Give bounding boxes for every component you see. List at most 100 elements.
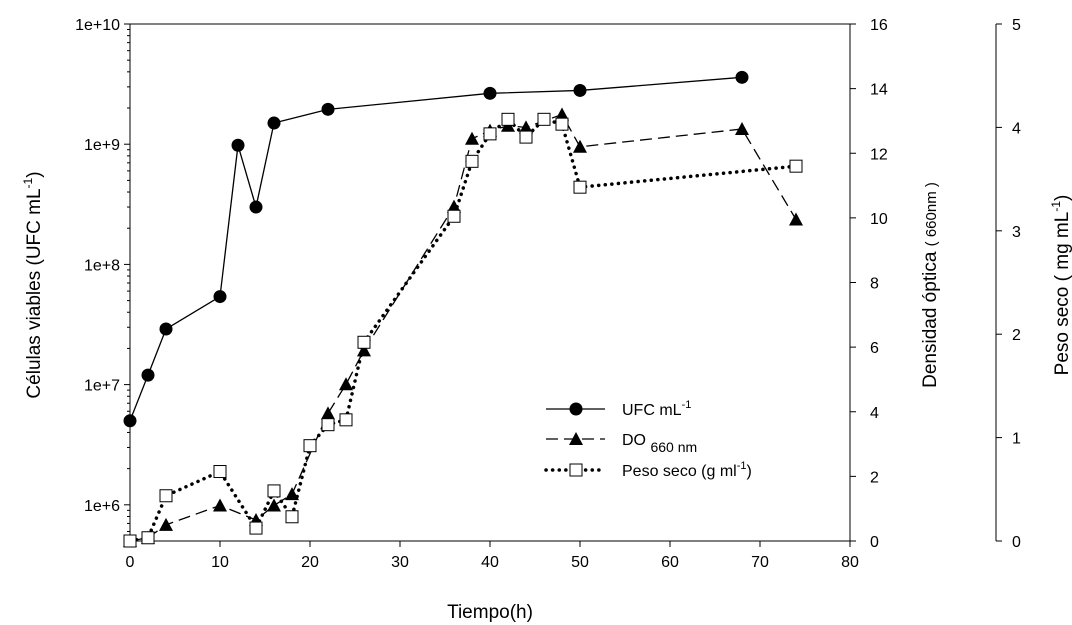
series-3-point [285,510,299,524]
legend-label-do-sub: 660 nm [650,439,697,455]
legend-label-peso-close: ) [747,463,752,480]
right-axis-dry-weight-title-main: Peso seco [1052,287,1072,376]
series-1-point [735,70,749,84]
right-dry-weight-tick-label: 1 [1012,431,1021,448]
series-3-point [213,465,227,479]
right-od-tick-label: 12 [870,146,888,163]
series-3-point [267,484,281,498]
legend-label-ufc-sup: -1 [682,399,692,411]
left-axis-title-close: ) [24,171,45,177]
series-1-point [141,368,155,382]
series-1-point [231,138,245,152]
series-3-point [537,112,551,126]
right-dry-weight-tick-label: 4 [1012,120,1021,137]
series-3-point [555,117,569,131]
right-od-tick-label: 8 [870,276,879,293]
series-3-point [303,439,317,453]
left-tick-label: 1e+8 [84,257,120,274]
series-3-point [573,180,587,194]
series-3-point [141,531,155,545]
x-tick-label: 0 [126,554,135,571]
legend-label-do: DO 660 nm [622,432,697,455]
legend-marker-peso [569,463,583,477]
x-tick-label: 60 [661,554,679,571]
right-dry-weight-tick-label: 5 [1012,17,1021,34]
right-dry-weight-tick-label: 0 [1012,534,1021,551]
x-tick-label: 80 [841,554,859,571]
series-2-point [339,377,353,391]
right-od-tick-label: 4 [870,405,879,422]
legend-marker-do [569,432,583,445]
x-axis-title: Tiempo(h) [447,602,533,623]
series-3-point [339,413,353,427]
series-3-point [465,154,479,168]
legend-label-ufc: UFC mL-1 [622,399,691,419]
right-od-tick-label: 16 [870,17,888,34]
right-od-tick-label: 6 [870,340,879,357]
series-layer [123,70,803,548]
series-2-point [555,107,569,121]
series-2-point [447,199,461,213]
legend-marker-ufc [569,402,583,416]
series-3-point [447,209,461,223]
left-tick-label: 1e+7 [84,378,120,395]
left-axis-title-sup: -1 [21,177,35,188]
series-3-point [501,112,515,126]
right-axis-dry-weight-title-close: ) [1052,195,1072,201]
right-axis-od-title-unit: ( 660nm ) [923,182,940,246]
right-axis-dry-weight: 0 1 2 3 4 5 [995,17,1021,551]
legend-label-peso-sup: -1 [737,460,747,472]
right-od-tick-label: 10 [870,211,888,228]
x-tick-label: 30 [391,554,409,571]
left-axis: 1e+6 1e+7 1e+8 1e+9 1e+10 [75,17,130,542]
series-2-point [573,139,587,153]
series-1-line [129,76,743,422]
legend-label-do-main: DO [622,432,646,449]
series-3-point [321,418,335,432]
right-dry-weight-tick-label: 3 [1012,224,1021,241]
series-3-point [357,335,371,349]
series-2-point [357,343,371,357]
series-2-point [321,406,335,420]
left-tick-label: 1e+9 [84,137,120,154]
right-axis-dry-weight-title: Peso seco ( mg mL-1) [1049,195,1072,376]
series-1-point [123,414,137,428]
right-od-tick-label: 14 [870,82,888,99]
series-3-point [483,127,497,141]
x-tick-label: 70 [751,554,769,571]
series-1-point [321,102,335,116]
x-axis: 0 10 20 30 40 50 60 70 80 [126,541,859,571]
x-tick-label: 40 [481,554,499,571]
series-1-point [267,116,281,130]
series-1-point [249,200,263,214]
series-2-point [519,120,533,134]
series-3-point [123,534,137,548]
x-tick-label: 20 [301,554,319,571]
series-2-point [735,122,749,136]
series-1-point [483,86,497,100]
series-1-point [573,83,587,97]
right-axis-od: 0 2 4 6 8 10 12 14 16 [850,17,888,551]
right-dry-weight-tick-label: 2 [1012,327,1021,344]
right-axis-od-title-main: Densidad óptica [920,251,941,388]
series-3-point [789,159,803,173]
legend-label-peso-main: Peso seco (g ml [622,463,737,480]
right-axis-dry-weight-title-unit: ( mg mL [1052,212,1072,282]
series-2-point [465,131,479,145]
legend: UFC mL-1 DO 660 nm Peso seco (g ml-1) [544,399,752,480]
right-axis-od-title: Densidad óptica ( 660nm ) [920,182,941,388]
series-2-point [789,212,803,226]
series-3-point [159,489,173,503]
series-2-point [213,498,227,512]
x-tick-label: 10 [211,554,229,571]
left-tick-label: 1e+10 [75,17,120,34]
series-1-point [159,322,173,336]
left-axis-title: Células viables (UFC mL-1) [21,171,45,398]
left-tick-label: 1e+6 [84,498,120,515]
right-od-tick-label: 2 [870,469,879,486]
left-axis-title-main: Células viables (UFC mL [24,188,45,398]
series-2-point [267,498,281,512]
right-od-tick-label: 0 [870,534,879,551]
legend-label-ufc-main: UFC mL [622,402,682,419]
